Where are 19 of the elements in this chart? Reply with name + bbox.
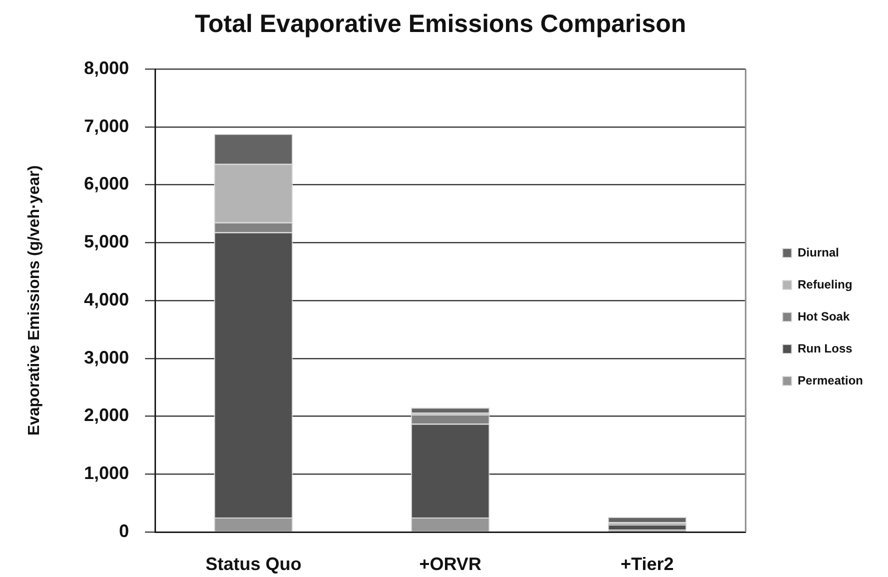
y-tick-label: 7,000 — [84, 116, 129, 136]
y-tick-label: 8,000 — [84, 58, 129, 78]
legend-label: Diurnal — [798, 245, 839, 260]
y-tick-label: 3,000 — [84, 347, 129, 368]
y-tick-label: 5,000 — [84, 232, 129, 252]
y-axis-title: Evaporative Emissions (g/veh·year) — [26, 165, 44, 436]
x-tick-label: Status Quo — [205, 554, 302, 574]
y-tick-label: 6,000 — [84, 174, 129, 194]
y-tick-label: 1,000 — [84, 463, 129, 484]
chart-title: Total Evaporative Emissions Comparison — [194, 10, 686, 38]
y-tick-label: 4,000 — [84, 289, 129, 310]
legend-label: Refueling — [798, 277, 852, 292]
legend-label: Permeation — [798, 373, 864, 388]
y-tick-label: 0 — [118, 520, 129, 541]
x-tick-label: +Tier2 — [620, 554, 674, 574]
x-tick-label: +ORVR — [419, 554, 482, 574]
legend-label: Hot Soak — [798, 309, 850, 324]
y-tick-label: 2,000 — [84, 405, 129, 426]
legend-label: Run Loss — [798, 341, 853, 356]
